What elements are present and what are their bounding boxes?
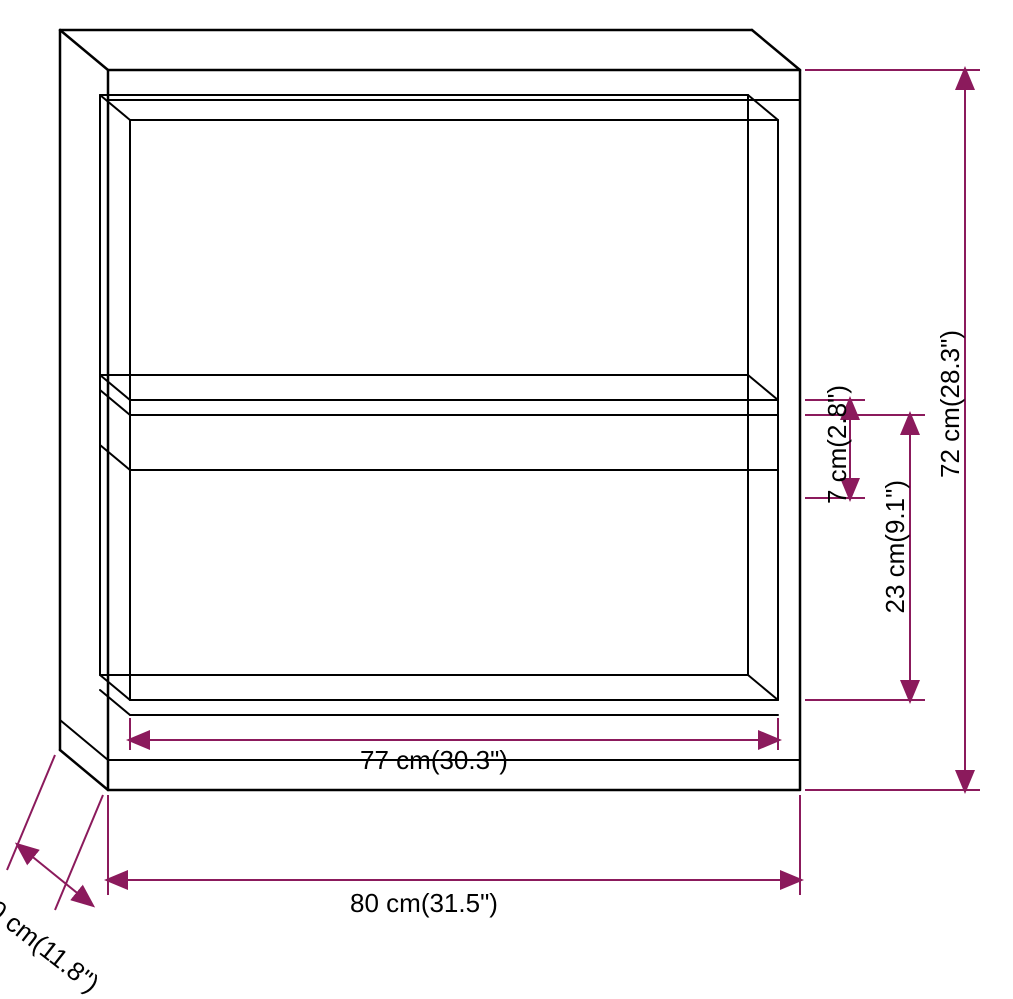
top-shelf-label: 7 cm(2.8") [822,385,853,504]
diagram-container: 80 cm(31.5") 30 cm(11.8") 77 cm(30.3") 7… [0,0,1013,952]
shelf-bottom-in: (9.1") [880,480,910,543]
height-cm: 72 cm [935,407,965,478]
shelf-bottom-cm: 23 cm [880,543,910,614]
inner-width-in: (30.3") [431,745,508,775]
width-in: (31.5") [421,888,498,918]
height-in: (28.3") [935,330,965,407]
inner-width-label: 77 cm(30.3") [360,745,508,776]
shelf-bottom-label: 23 cm(9.1") [880,480,911,614]
height-label: 72 cm(28.3") [935,330,966,478]
cabinet-inner [60,95,800,760]
cabinet-diagram-svg [0,0,1013,952]
width-cm: 80 cm [350,888,421,918]
width-label: 80 cm(31.5") [350,888,498,919]
top-shelf-cm: 7 cm [822,448,852,504]
inner-width-cm: 77 cm [360,745,431,775]
top-shelf-in: (2.8") [822,385,852,448]
